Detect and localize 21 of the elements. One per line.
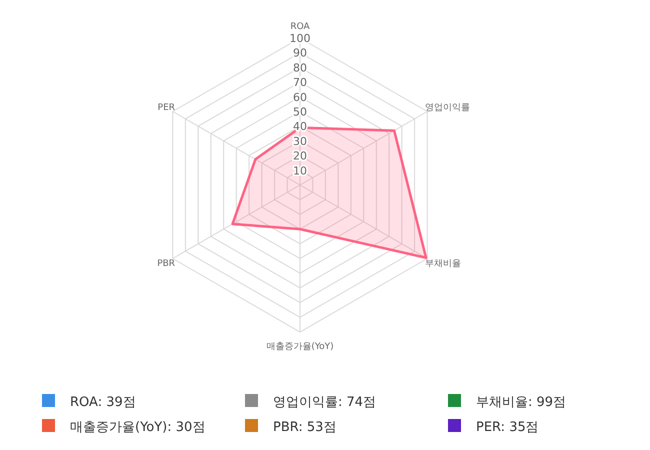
- spoke-label: 영업이익률: [424, 103, 470, 114]
- y-tick-label: 80: [293, 61, 307, 74]
- spoke-label: 매출증가율(YoY): [266, 342, 334, 352]
- text: 영업이익률: 74점: [273, 395, 376, 410]
- y-tick-label: 60: [293, 90, 307, 104]
- y-tick-label: 10: [293, 164, 307, 178]
- spoke-label: 부채비율: [424, 258, 461, 269]
- spoke-label: PER: [158, 103, 176, 114]
- text: 매출증가율(YoY): 30점: [70, 420, 206, 435]
- y-tick-label: 30: [293, 134, 307, 148]
- y-tick-label: 70: [293, 76, 307, 90]
- y-tick-label: 50: [293, 106, 307, 118]
- spoke-label: PBR: [157, 258, 176, 269]
- text: 부채비율: 99점: [476, 395, 566, 410]
- text: ROA: 39점: [70, 395, 136, 410]
- text: PER: 35점: [476, 420, 539, 435]
- y-tick-label: 100: [290, 32, 310, 45]
- spoke-label: ROA: [290, 22, 311, 32]
- text: PBR: 53점: [273, 420, 336, 435]
- y-tick-label: 20: [293, 150, 307, 163]
- y-tick-label: 90: [293, 46, 307, 60]
